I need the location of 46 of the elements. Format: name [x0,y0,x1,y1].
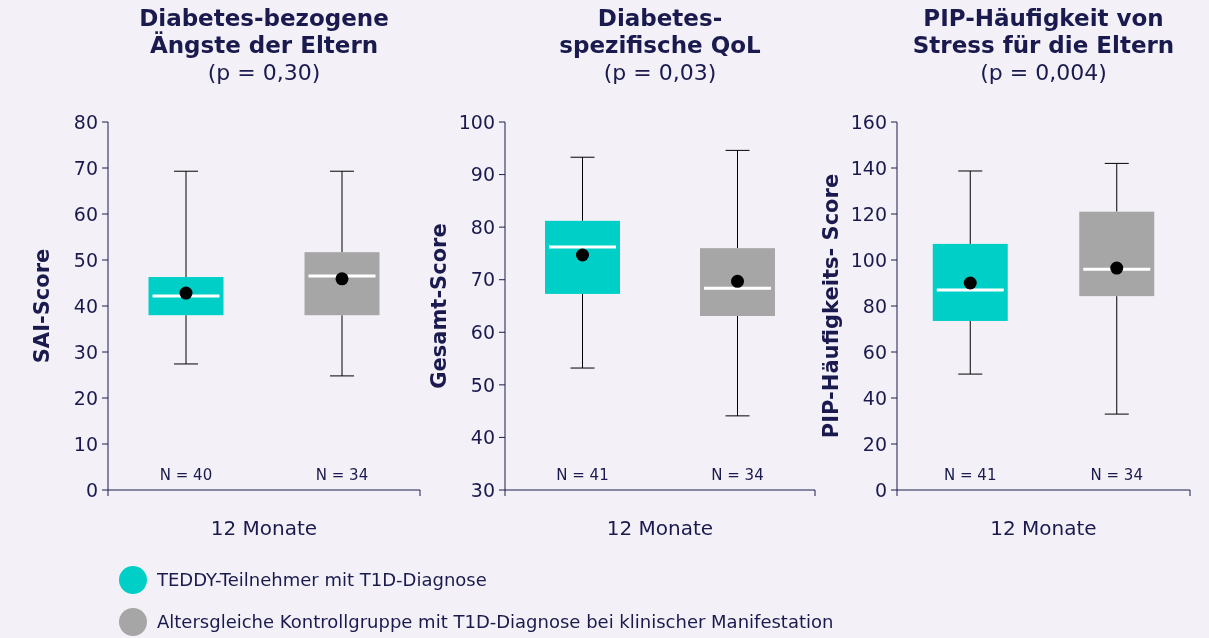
y-tick-label: 50 [470,373,495,396]
y-tick-label: 20 [862,432,887,455]
legend-label: Altersgleiche Kontrollgruppe mit T1D-Diagnose bei klinischer Manifestation [157,611,834,633]
y-tick-label: 140 [850,156,887,179]
chart-title: PIP-Häufigkeit von Stress für die Eltern [912,5,1175,58]
y-tick-label: 160 [850,110,887,133]
y-tick-label: 20 [73,386,98,409]
y-tick-label: 0 [874,478,887,501]
y-tick-label: 90 [470,163,495,186]
x-axis-title: 12 Monate [990,516,1097,540]
annotation: N = 40 [159,466,213,484]
y-tick-label: 30 [73,340,98,363]
y-tick-label: 80 [73,110,98,133]
annotation: N = 41 [944,466,997,484]
annotation: N = 34 [711,466,764,484]
y-tick-label: 80 [862,294,887,317]
x-axis-title: 12 Monate [210,516,318,540]
y-tick-label: 70 [470,268,495,291]
legend-label: TEDDY-Teilnehmer mit T1D-Diagnose [156,569,487,591]
y-tick-label: 60 [73,202,98,225]
y-axis-title: Gesamt-Score [427,223,452,389]
y-tick-label: 10 [73,432,98,455]
y-tick-label: 60 [862,340,887,363]
y-tick-label: 30 [470,478,495,501]
y-tick-label: 50 [73,248,98,271]
annotation: N = 34 [315,466,369,484]
chart-title: Diabetes- spezifische QoL [559,5,762,58]
y-tick-label: 80 [470,215,495,238]
annotation: N = 41 [556,466,609,484]
y-axis-title: SAI-Score [30,248,55,364]
annotation: N = 34 [1090,466,1143,484]
chart-subtitle: (p = 0,004) [980,60,1107,85]
y-axis-title: PIP-Häufigkeits- Score [819,173,844,439]
chart-subtitle: (p = 0,30) [207,60,321,85]
y-tick-label: 100 [850,248,887,271]
y-tick-label: 40 [862,386,887,409]
y-tick-label: 60 [470,320,495,343]
y-tick-label: 70 [73,156,98,179]
chart-title: Diabetes-bezogene Ängste der Eltern [139,5,389,58]
chart-subtitle: (p = 0,03) [603,60,717,85]
x-axis-title: 12 Monate [606,516,714,540]
y-tick-label: 100 [458,110,495,133]
y-tick-label: 40 [470,426,495,449]
y-tick-label: 0 [85,478,98,501]
y-tick-label: 40 [73,294,98,317]
y-tick-label: 120 [850,202,887,225]
